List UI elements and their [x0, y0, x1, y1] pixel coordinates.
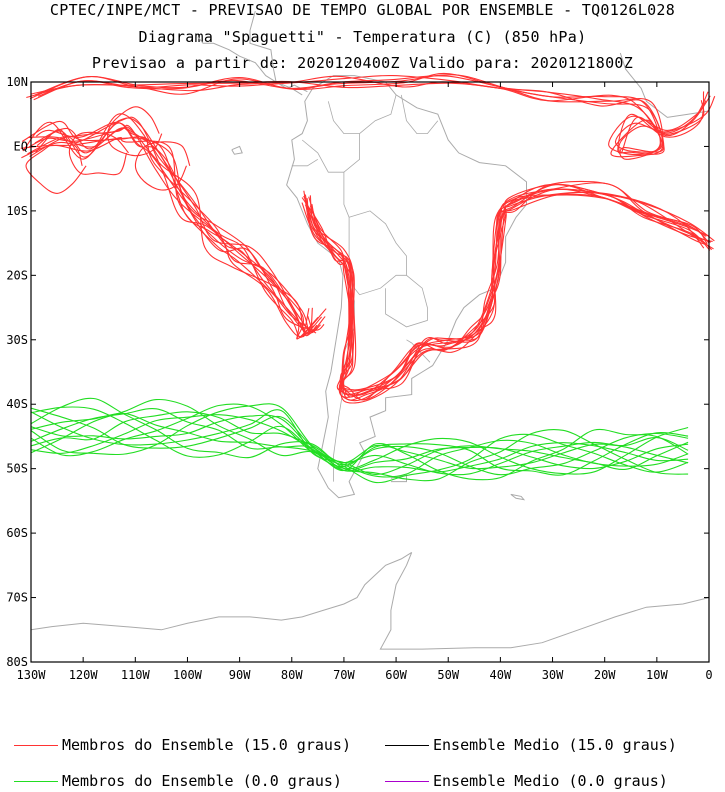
warm-isotherm-members: [20, 72, 716, 404]
spaghetti-map: 130W 120W 110W 100W 90W 80W 70W 60W 50W 40W 30W 20W…: [6, 10, 716, 682]
legend-label-warm-mean: Ensemble Medio (15.0 graus): [433, 736, 677, 754]
y-tick-label: EQ: [14, 139, 28, 153]
legend-label-cold-members: Membros do Ensemble (0.0 graus): [62, 772, 342, 790]
x-tick-label: 90W: [229, 668, 251, 682]
x-tick-label: 70W: [333, 668, 355, 682]
warm-member-loop: [134, 141, 191, 191]
x-tick-label: 60W: [385, 668, 407, 682]
caribbean-coast: [249, 10, 308, 93]
legend-item-cold-mean: Ensemble Medio (0.0 graus): [385, 772, 668, 790]
warm-member-continent-line: [309, 183, 714, 401]
title-line-3: Previsao a partir de: 2020120400Z Valido…: [91, 54, 634, 72]
warm-member-pacific-line: [28, 126, 318, 337]
y-tick-label: 70S: [6, 591, 28, 605]
warm-member-pacific-line: [29, 124, 314, 338]
country-border: [327, 94, 397, 134]
galapagos: [231, 145, 243, 155]
country-border: [291, 158, 319, 167]
warm-member-north-line: [26, 74, 709, 153]
country-border: [385, 274, 428, 328]
x-tick-label: 120W: [69, 668, 99, 682]
legend-swatch-cold-mean: [385, 781, 429, 782]
cold-member-line: [30, 397, 689, 482]
cold-member-line: [30, 407, 689, 476]
title-line-1: CPTEC/INPE/MCT - PREVISAO DE TEMPO GLOBA…: [49, 1, 676, 19]
x-axis-ticks: 130W 120W 110W 100W 90W 80W 70W 60W 50W 40W 30W 20W…: [17, 82, 713, 682]
warm-member-continent-line: [308, 183, 712, 404]
y-tick-label: 40S: [6, 397, 28, 411]
y-tick-label: 20S: [6, 268, 28, 282]
legend-label-warm-members: Membros do Ensemble (15.0 graus): [62, 736, 351, 754]
warm-member-pacific-line: [35, 116, 326, 335]
warm-member-continent-line: [306, 188, 715, 396]
warm-member-loop: [68, 131, 129, 176]
warm-member-loop: [107, 106, 163, 157]
legend-swatch-warm-mean: [385, 745, 429, 746]
warm-member-north-line: [29, 75, 716, 160]
map-frame: [30, 81, 710, 663]
x-tick-label: 110W: [121, 668, 151, 682]
warm-member-pacific-line: [21, 120, 310, 338]
cold-member-line: [30, 414, 689, 472]
warm-member-north-line: [30, 80, 705, 155]
falklands: [390, 474, 407, 483]
x-tick-label: 10W: [646, 668, 668, 682]
x-tick-label: 0: [705, 668, 712, 682]
country-border: [301, 139, 407, 296]
cold-member-line: [30, 403, 689, 475]
country-border: [343, 133, 360, 173]
y-axis-ticks: 10N EQ 10S 20S 30S 40S 50S 60S 70S 80S: [6, 75, 709, 669]
legend-swatch-cold-members: [14, 781, 58, 782]
central-america-coast: [197, 36, 303, 96]
y-tick-label: 60S: [6, 526, 28, 540]
legend-item-warm-members: Membros do Ensemble (15.0 graus): [14, 736, 351, 754]
warm-member-pacific-line: [28, 127, 321, 334]
legend-item-warm-mean: Ensemble Medio (15.0 graus): [385, 736, 677, 754]
south-georgia: [510, 493, 526, 501]
x-tick-label: 40W: [490, 668, 512, 682]
cold-member-line: [30, 406, 689, 484]
warm-member-continent-line: [303, 190, 705, 398]
x-tick-label: 50W: [437, 668, 459, 682]
cold-isotherm-members: [30, 397, 689, 484]
x-tick-label: 80W: [281, 668, 303, 682]
y-tick-label: 50S: [6, 462, 28, 476]
warm-member-pacific-line: [22, 113, 327, 339]
x-tick-label: 20W: [594, 668, 616, 682]
country-border: [400, 94, 439, 134]
x-tick-label: 130W: [17, 668, 47, 682]
warm-member-continent-line: [309, 194, 708, 396]
warm-member-continent-line: [301, 191, 713, 396]
legend-item-cold-members: Membros do Ensemble (0.0 graus): [14, 772, 342, 790]
x-tick-label: 30W: [542, 668, 564, 682]
legend-swatch-warm-members: [14, 745, 58, 746]
y-tick-label: 80S: [6, 655, 28, 669]
y-tick-label: 10N: [6, 75, 28, 89]
antarctic-weddell: [379, 552, 710, 650]
warm-member-pacific-line: [36, 122, 319, 340]
warm-member-pacific-line: [34, 117, 313, 333]
warm-member-continent-line: [306, 184, 709, 402]
warm-member-north-line: [33, 72, 707, 156]
cold-member-line: [30, 411, 689, 470]
x-tick-label: 100W: [173, 668, 203, 682]
africa-coast: [619, 52, 710, 118]
antarctic-peninsula: [30, 551, 412, 631]
legend-label-cold-mean: Ensemble Medio (0.0 graus): [433, 772, 668, 790]
y-tick-label: 30S: [6, 333, 28, 347]
country-border: [406, 339, 431, 363]
y-tick-label: 10S: [6, 204, 28, 218]
warm-member-continent-line: [311, 193, 711, 401]
cold-member-line: [30, 403, 689, 476]
warm-member-pacific-line: [36, 121, 323, 338]
south-america-coast: [286, 75, 527, 499]
